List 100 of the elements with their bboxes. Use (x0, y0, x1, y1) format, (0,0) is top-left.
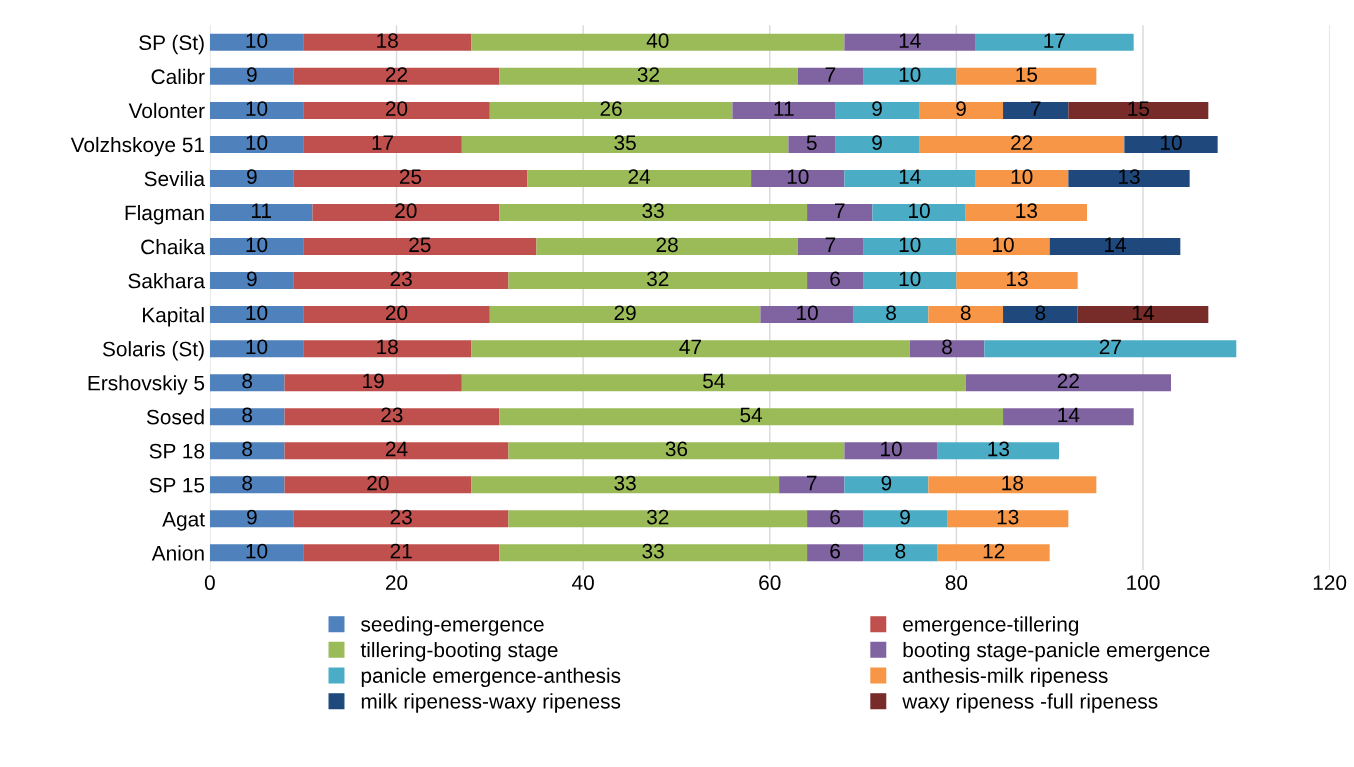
data-label: 10 (787, 169, 809, 185)
data-label: 10 (909, 203, 930, 219)
bar (284, 442, 509, 460)
data-label: 10 (1161, 135, 1182, 151)
data-label: 7 (1030, 101, 1041, 116)
data-label: 6 (830, 509, 840, 525)
data-label: 8 (242, 441, 253, 457)
x-tick-label: 0 (204, 575, 215, 591)
bar (956, 272, 1078, 290)
bar (844, 33, 976, 51)
bar (835, 101, 920, 119)
data-label: 32 (646, 509, 669, 525)
bar (293, 169, 528, 187)
data-label: 20 (385, 305, 408, 321)
data-label: 36 (665, 441, 688, 457)
data-label: 47 (679, 339, 701, 355)
data-label: 23 (390, 271, 412, 287)
bar (1068, 169, 1190, 187)
data-label: 9 (872, 101, 882, 116)
x-tick-label: 80 (945, 575, 968, 591)
legend-label: waxy ripeness -full ripeness (902, 693, 1158, 713)
bar (937, 544, 1050, 562)
data-label: 11 (251, 203, 271, 218)
data-label: 24 (628, 169, 651, 184)
data-label: 33 (642, 543, 664, 559)
data-label: 6 (830, 543, 840, 559)
data-label: 10 (899, 237, 921, 253)
bar (303, 306, 490, 324)
data-label: 8 (242, 475, 253, 491)
bar (844, 476, 929, 494)
data-label: 10 (246, 135, 268, 151)
data-label: 23 (381, 407, 403, 423)
x-tick-label: 120 (1313, 575, 1347, 591)
data-label: 29 (614, 305, 636, 321)
bar (209, 544, 304, 562)
x-tick-label: 60 (759, 575, 781, 591)
bar (209, 67, 294, 85)
bar (1068, 101, 1209, 119)
bar (807, 272, 864, 290)
bar (919, 135, 1125, 153)
y-tick-label: Chaika (141, 238, 206, 255)
bar (807, 544, 864, 562)
data-label: 14 (1133, 305, 1154, 320)
bar (209, 408, 285, 426)
data-label: 10 (993, 237, 1014, 253)
data-label: 9 (247, 169, 257, 185)
data-label: 23 (390, 509, 412, 525)
bar (975, 169, 1069, 187)
data-label: 20 (367, 475, 389, 491)
data-label: 7 (825, 237, 836, 252)
bar (863, 544, 938, 562)
data-label: 7 (807, 475, 817, 491)
bar (209, 306, 304, 324)
y-tick-label: Flagman (125, 204, 204, 225)
bar (303, 33, 472, 51)
bar (863, 510, 948, 528)
data-label: 7 (825, 67, 836, 82)
data-label: 13 (1119, 169, 1140, 185)
data-label: 22 (385, 67, 408, 82)
data-label: 18 (1002, 475, 1024, 491)
y-tick-label: SP 18 (149, 443, 205, 459)
data-label: 14 (1058, 407, 1080, 423)
y-tick-label: SP 15 (149, 477, 205, 493)
bar (209, 374, 285, 392)
y-tick-label: Volzhskoye 51 (70, 136, 204, 157)
y-tick-label: Sevilia (144, 170, 206, 187)
y-tick-label: Sakhara (128, 273, 206, 289)
data-label: 14 (899, 33, 921, 48)
bar (499, 67, 798, 85)
bar (284, 408, 500, 426)
bar (508, 510, 808, 528)
data-label: 15 (1128, 101, 1150, 116)
bar (284, 374, 462, 392)
bar (209, 476, 285, 494)
bar (797, 238, 864, 256)
y-tick-label: SP (St) (139, 34, 204, 55)
data-label: 7 (835, 203, 845, 218)
data-label: 14 (899, 169, 921, 184)
data-label: 25 (409, 237, 431, 253)
bar (956, 67, 1097, 85)
bar (209, 135, 304, 153)
bar (499, 204, 808, 222)
legend-label: anthesis-milk ripeness (903, 667, 1108, 688)
legend-label: seeding-emergence (361, 616, 544, 636)
data-label: 28 (656, 237, 678, 253)
bar (863, 67, 957, 85)
bar (909, 340, 985, 358)
data-label: 10 (246, 33, 268, 48)
bar (499, 408, 1004, 426)
bar (863, 238, 957, 256)
bar (937, 442, 1060, 460)
bar (1003, 101, 1069, 119)
data-label: 8 (1035, 305, 1046, 321)
data-label: 21 (390, 543, 412, 559)
bar (797, 67, 864, 85)
data-label: 32 (637, 67, 659, 82)
data-label: 35 (614, 135, 636, 151)
y-tick-label: Volonter (128, 102, 205, 119)
data-label: 54 (740, 407, 763, 423)
data-label: 18 (377, 339, 398, 355)
